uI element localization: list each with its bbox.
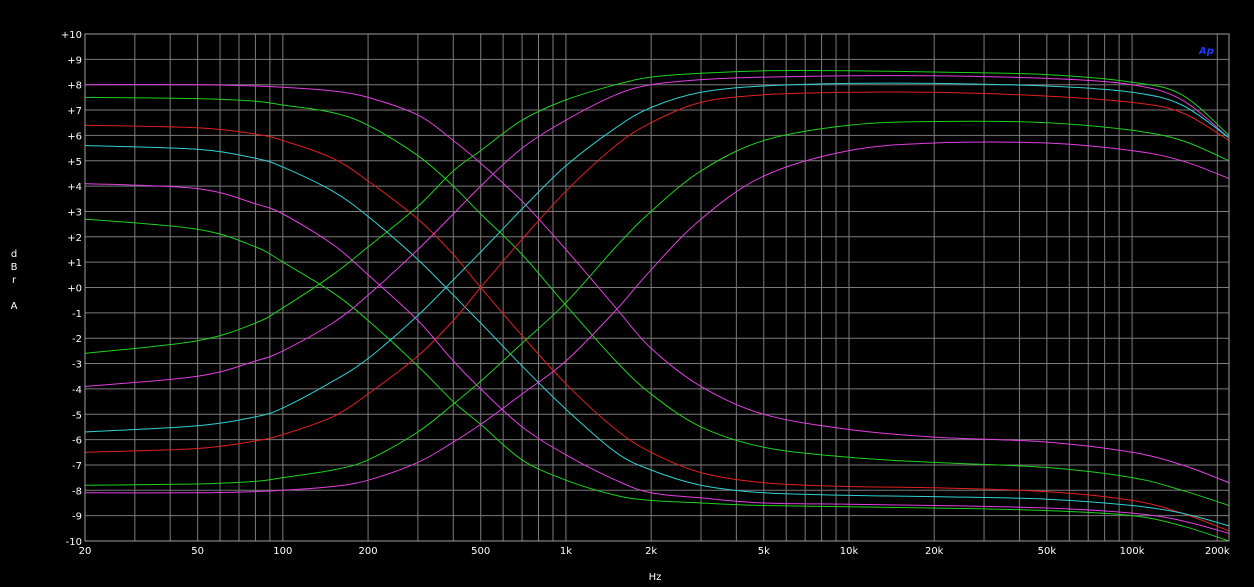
y-tick-label: +8 — [67, 81, 82, 92]
y-tick-label: +5 — [67, 157, 82, 168]
y-tick-label: -9 — [72, 512, 82, 523]
y-tick-label: -6 — [72, 436, 82, 447]
x-tick-label: 200k — [1205, 546, 1230, 557]
series-layer — [84, 69, 1230, 542]
y-axis-label-char: B — [11, 262, 18, 273]
y-tick-label: -4 — [72, 385, 82, 396]
series-line-1 — [84, 84, 1230, 484]
series-line-5 — [84, 183, 1230, 534]
x-tick-label: 5k — [758, 546, 770, 557]
y-axis-label-char: r — [12, 275, 17, 286]
x-tick-label: 10k — [840, 546, 859, 557]
y-tick-label: -2 — [72, 334, 82, 345]
y-tick-label: -8 — [72, 486, 82, 497]
y-tick-label: -5 — [72, 410, 82, 421]
grid-layer — [84, 33, 1229, 542]
series-line-4 — [84, 145, 1230, 527]
y-tick-label: +2 — [67, 233, 82, 244]
ap-logo: Ap — [1198, 46, 1214, 57]
tick-labels: +10 +9 +8 +7 +6 +5 +4 +3 +2 +1 +0 -1 -2 -3 -4 -5 -6 -7 -8 -… — [61, 30, 1230, 557]
y-axis-label: dBr A — [11, 249, 18, 312]
x-tick-label: 100 — [273, 546, 292, 557]
y-axis-label-char: A — [11, 301, 18, 312]
x-tick-label: 1k — [560, 546, 572, 557]
y-tick-label: -1 — [72, 309, 82, 320]
y-tick-label: +6 — [67, 131, 82, 142]
y-tick-label: +0 — [67, 284, 82, 295]
x-tick-label: 100k — [1120, 546, 1145, 557]
y-tick-label: +1 — [67, 258, 82, 269]
x-tick-label: 2k — [645, 546, 657, 557]
y-tick-label: +7 — [67, 106, 82, 117]
y-axis-label-char: d — [11, 249, 17, 260]
x-tick-label: 200 — [359, 546, 378, 557]
x-axis-label: Hz — [649, 572, 662, 583]
series-line-11 — [84, 120, 1230, 486]
series-line-6 — [84, 218, 1230, 542]
y-tick-label: -7 — [72, 461, 82, 472]
x-tick-label: 500 — [471, 546, 490, 557]
x-tick-label: 20 — [79, 546, 92, 557]
series-line-7 — [84, 69, 1230, 354]
y-tick-label: -3 — [72, 360, 82, 371]
x-tick-label: 20k — [925, 546, 944, 557]
series-line-12 — [84, 141, 1230, 494]
y-tick-label: +10 — [61, 30, 82, 41]
y-tick-label: -10 — [66, 537, 82, 548]
series-line-10 — [84, 91, 1230, 453]
series-line-9 — [84, 82, 1230, 433]
plot-frame — [84, 33, 1230, 542]
series-line-2 — [84, 96, 1230, 506]
y-tick-label: +3 — [67, 207, 82, 218]
y-tick-label: +4 — [67, 182, 82, 193]
series-line-8 — [84, 75, 1230, 387]
x-tick-label: 50 — [191, 546, 204, 557]
x-tick-label: 50k — [1038, 546, 1057, 557]
y-tick-label: +9 — [67, 55, 82, 66]
series-line-3 — [84, 124, 1230, 532]
